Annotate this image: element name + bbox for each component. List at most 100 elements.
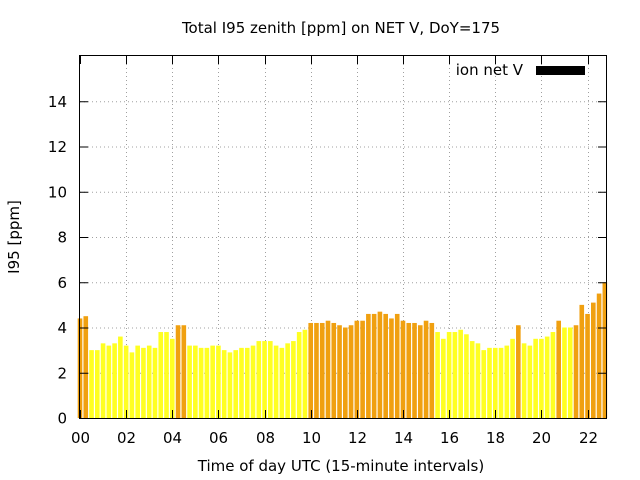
bar [492, 347, 498, 418]
bar [106, 345, 112, 418]
bar [441, 338, 446, 418]
bar [469, 341, 475, 418]
plot-frame [79, 55, 607, 419]
x-tick-label: 22 [579, 429, 598, 447]
bar [135, 345, 140, 418]
x-axis-label: Time of day UTC (15-minute intervals) [197, 457, 484, 475]
y-axis-tick-labels: 0 2 4 6 8 10 12 14 [48, 93, 67, 428]
bar [273, 345, 279, 418]
bar [285, 343, 290, 418]
bar [516, 325, 521, 418]
y-tick-label: 8 [57, 229, 67, 247]
bar [198, 347, 204, 418]
bar [544, 336, 550, 418]
bar-series [77, 282, 608, 418]
bar [325, 320, 331, 418]
bar [118, 336, 123, 418]
x-tick-label: 14 [394, 429, 413, 447]
bar [435, 332, 440, 418]
bar [567, 327, 573, 418]
y-tick-label: 12 [48, 138, 67, 156]
bar [193, 345, 198, 418]
bar [83, 316, 89, 418]
bar [366, 313, 371, 418]
bar [221, 350, 227, 418]
x-tick-label: 08 [256, 429, 275, 447]
bar [112, 343, 117, 418]
x-tick-label: 06 [209, 429, 228, 447]
y-tick-label: 0 [57, 410, 67, 428]
bar [291, 341, 296, 418]
bar [302, 329, 308, 418]
bar [204, 347, 210, 418]
bar [314, 322, 319, 418]
axis-ticks [80, 56, 606, 419]
bar [602, 282, 608, 418]
bar [187, 345, 192, 418]
bar [233, 350, 239, 418]
x-tick-label: 04 [163, 429, 182, 447]
bar [296, 332, 302, 418]
bar [250, 345, 256, 418]
x-tick-label: 10 [302, 429, 321, 447]
x-tick-label: 20 [532, 429, 551, 447]
bar [181, 325, 187, 418]
x-tick-label: 00 [71, 429, 90, 447]
bar [412, 322, 417, 418]
bar [521, 343, 527, 418]
bar [458, 329, 463, 418]
bar [475, 343, 481, 418]
bar [406, 322, 412, 418]
bar [141, 347, 146, 418]
x-tick-label: 16 [440, 429, 459, 447]
bar [429, 322, 435, 418]
bar [481, 350, 487, 418]
grid-lines [80, 56, 606, 418]
bar [377, 311, 383, 418]
bar [319, 322, 325, 418]
bar [383, 313, 388, 418]
bar [239, 347, 244, 418]
bar [268, 341, 273, 418]
bar [446, 332, 452, 418]
bar [123, 345, 129, 418]
bar [573, 325, 579, 418]
bar [279, 347, 285, 418]
bar [343, 327, 348, 418]
bar [504, 345, 510, 418]
bar [423, 320, 429, 418]
bar [371, 313, 377, 418]
bar [394, 313, 400, 418]
bar [227, 352, 233, 418]
bar [152, 347, 158, 418]
bar [146, 345, 152, 418]
y-tick-label: 14 [48, 93, 67, 111]
bar [175, 325, 181, 418]
bar [585, 313, 590, 418]
bar [164, 332, 169, 418]
y-tick-label: 2 [57, 364, 67, 382]
bar [94, 350, 100, 418]
bar [354, 320, 360, 418]
bar [244, 347, 250, 418]
bar [527, 345, 533, 418]
bar [591, 302, 596, 418]
x-tick-label: 18 [486, 429, 505, 447]
bar [337, 325, 342, 418]
bar [331, 322, 337, 418]
bar [100, 343, 106, 418]
y-tick-label: 10 [48, 183, 67, 201]
chart-title: Total I95 zenith [ppm] on NET V, DoY=175 [181, 19, 500, 37]
bar [360, 320, 365, 418]
y-tick-label: 6 [57, 274, 67, 292]
bar [596, 293, 602, 418]
bar [210, 345, 215, 418]
bar [308, 322, 314, 418]
bar [158, 332, 164, 418]
bar [539, 338, 544, 418]
bar [400, 320, 406, 418]
bar [579, 304, 585, 418]
bar [129, 352, 135, 418]
bar [510, 338, 515, 418]
